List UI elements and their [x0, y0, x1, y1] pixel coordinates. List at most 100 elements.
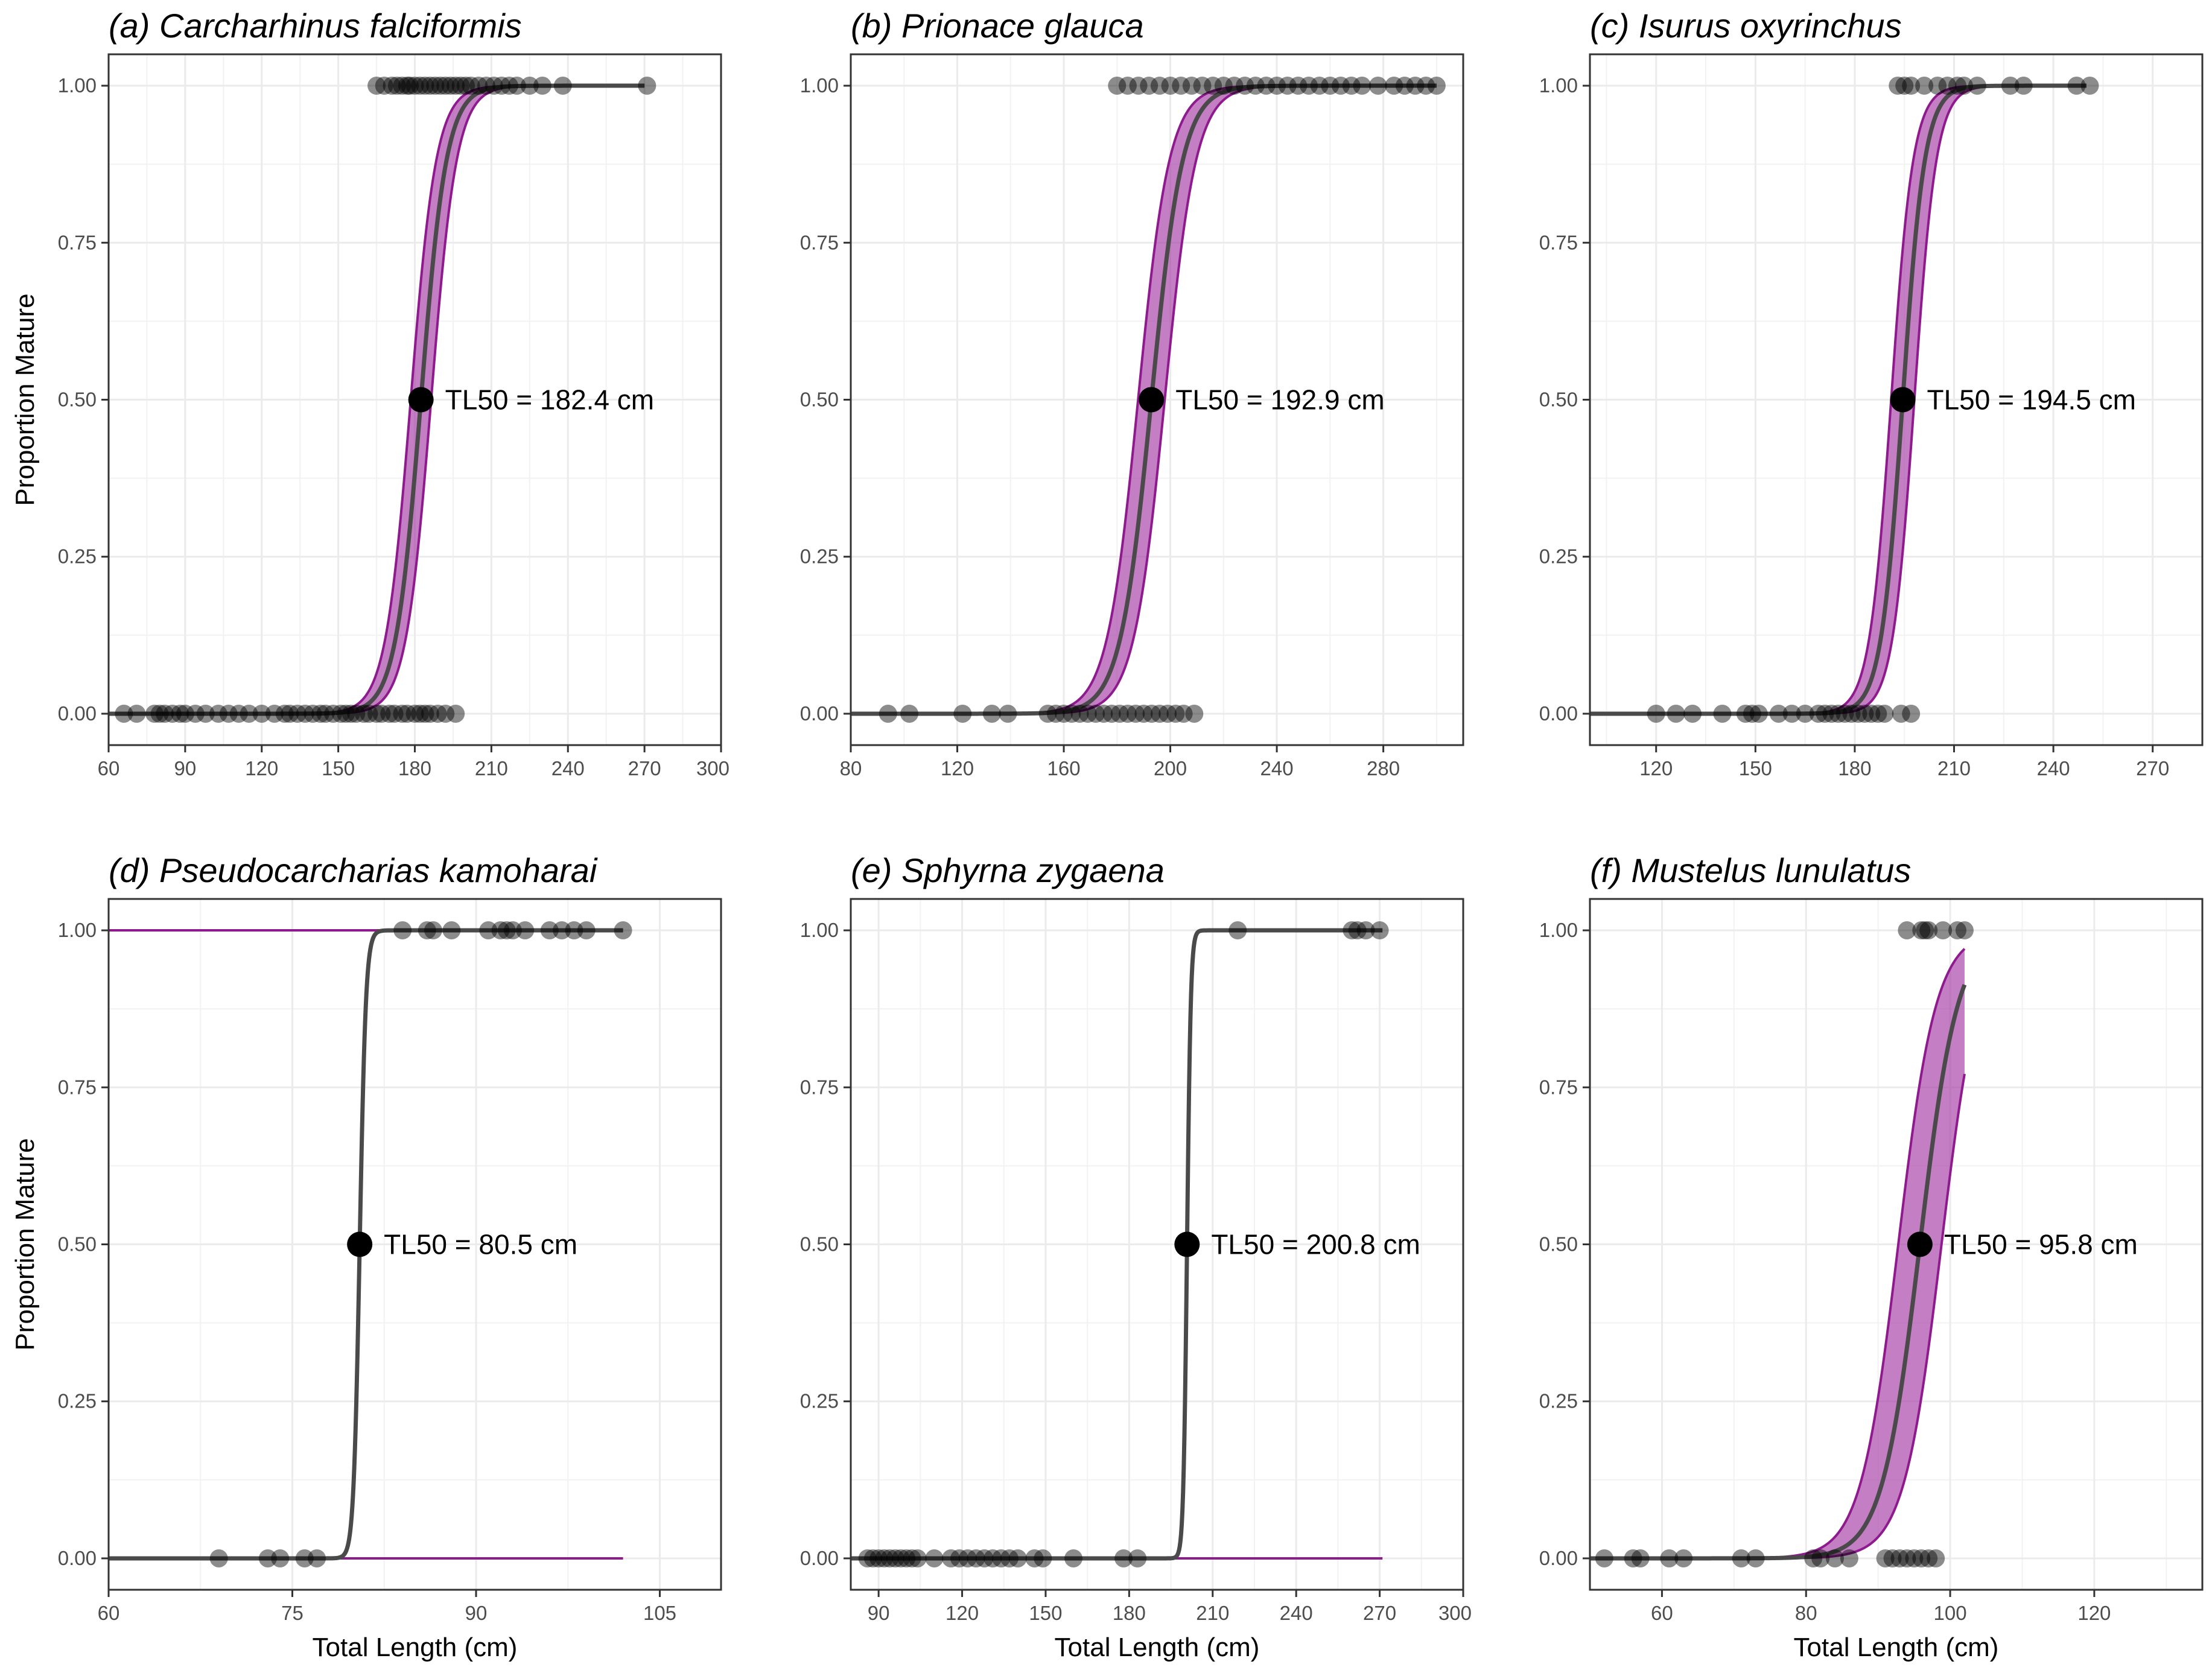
point-immature [1826, 1549, 1844, 1567]
point-immature [295, 1549, 314, 1567]
point-mature [1948, 921, 1966, 940]
point-mature [497, 921, 516, 940]
point-immature [163, 704, 182, 723]
plot-data [851, 921, 1389, 1567]
y-tick-label: 0.50 [58, 389, 97, 411]
point-mature [421, 77, 439, 95]
point-immature [1883, 1549, 1902, 1567]
point-immature [1647, 704, 1665, 723]
point-immature [1749, 704, 1768, 723]
point-immature [1008, 1549, 1027, 1567]
point-immature [880, 1549, 899, 1567]
point-immature [1128, 1549, 1147, 1567]
x-tick-label: 150 [322, 757, 355, 779]
point-immature [258, 1549, 277, 1567]
point-immature [308, 1549, 326, 1567]
point-immature [1174, 704, 1193, 723]
point-immature [360, 704, 378, 723]
point-mature [387, 77, 406, 95]
point-mature [451, 77, 470, 95]
y-tick-label: 0.25 [800, 1390, 839, 1412]
point-immature [892, 1549, 911, 1567]
point-mature [436, 77, 455, 95]
point-immature [209, 704, 227, 723]
point-immature [950, 1549, 968, 1567]
point-immature [1855, 704, 1874, 723]
point-immature [1875, 704, 1894, 723]
point-immature [863, 1549, 882, 1567]
x-tick-label: 180 [1113, 1602, 1146, 1624]
point-immature [900, 704, 919, 723]
tl50-label: TL50 = 182.4 cm [445, 384, 654, 416]
point-mature [447, 77, 465, 95]
point-mature [457, 77, 475, 95]
y-tick-label: 0.25 [58, 1390, 97, 1412]
fitted-curve [851, 83, 1438, 716]
y-tick-label: 0.75 [800, 1076, 839, 1098]
point-immature [1809, 704, 1828, 723]
y-tick-label: 1.00 [800, 919, 839, 941]
point-immature [115, 704, 133, 723]
tl50-point [408, 387, 434, 413]
point-immature [275, 704, 294, 723]
major-gridlines [1590, 54, 2202, 745]
point-mature [2014, 77, 2033, 95]
point-immature [869, 1549, 888, 1567]
point-immature [1782, 704, 1801, 723]
point-immature [1034, 1549, 1052, 1567]
point-immature [953, 704, 972, 723]
point-mature [520, 77, 539, 95]
point-immature [1840, 1549, 1858, 1567]
point-immature [265, 704, 284, 723]
point-immature [1743, 704, 1761, 723]
x-tick-label: 160 [1047, 757, 1081, 779]
point-mature [1278, 77, 1297, 95]
point-mature [565, 921, 583, 940]
point-immature [1902, 704, 1921, 723]
tl50-point [1907, 1231, 1933, 1257]
point-immature [331, 704, 350, 723]
y-tick-label: 0.00 [1539, 702, 1578, 725]
point-immature [1158, 704, 1177, 723]
x-tick-label: 100 [1934, 1602, 1967, 1624]
point-immature [1185, 704, 1204, 723]
point-mature [442, 921, 461, 940]
point-mature [2080, 77, 2099, 95]
point-mature [1955, 921, 1974, 940]
x-tick-label: 240 [551, 757, 585, 779]
x-tick-label: 120 [245, 757, 278, 779]
point-mature [491, 921, 510, 940]
point-immature [1816, 704, 1834, 723]
y-tick-label: 0.50 [58, 1233, 97, 1256]
point-immature [992, 1549, 1011, 1567]
point-mature [1236, 77, 1254, 95]
point-mature [1395, 77, 1414, 95]
point-immature [1110, 704, 1129, 723]
x-tick-label: 120 [946, 1602, 979, 1624]
y-tick-label: 0.75 [1539, 231, 1578, 253]
point-immature [1000, 1549, 1019, 1567]
tl50-label: TL50 = 95.8 cm [1944, 1229, 2138, 1260]
x-tick-label: 150 [1029, 1602, 1062, 1624]
point-immature [1919, 1549, 1938, 1567]
point-mature [462, 77, 480, 95]
point-immature [219, 704, 238, 723]
point-immature [1063, 704, 1081, 723]
y-tick-label: 1.00 [800, 74, 839, 97]
point-immature [875, 1549, 894, 1567]
x-tick-label: 280 [1367, 757, 1400, 779]
point-mature [1928, 77, 1947, 95]
point-immature [1118, 704, 1137, 723]
point-immature [858, 1549, 877, 1567]
y-tick-label: 0.25 [58, 545, 97, 568]
point-mature [1342, 77, 1361, 95]
point-immature [311, 704, 330, 723]
panel-d: TL50 = 80.5 cm 0.00 0.25 0.50 0.75 1.00 60 75 90… [10, 851, 722, 1662]
point-immature [1869, 704, 1887, 723]
point-immature [958, 1549, 977, 1567]
point-immature [447, 704, 465, 723]
point-immature [436, 704, 455, 723]
x-tick-label: 240 [1280, 1602, 1313, 1624]
point-immature [127, 704, 146, 723]
point-immature [1849, 704, 1867, 723]
